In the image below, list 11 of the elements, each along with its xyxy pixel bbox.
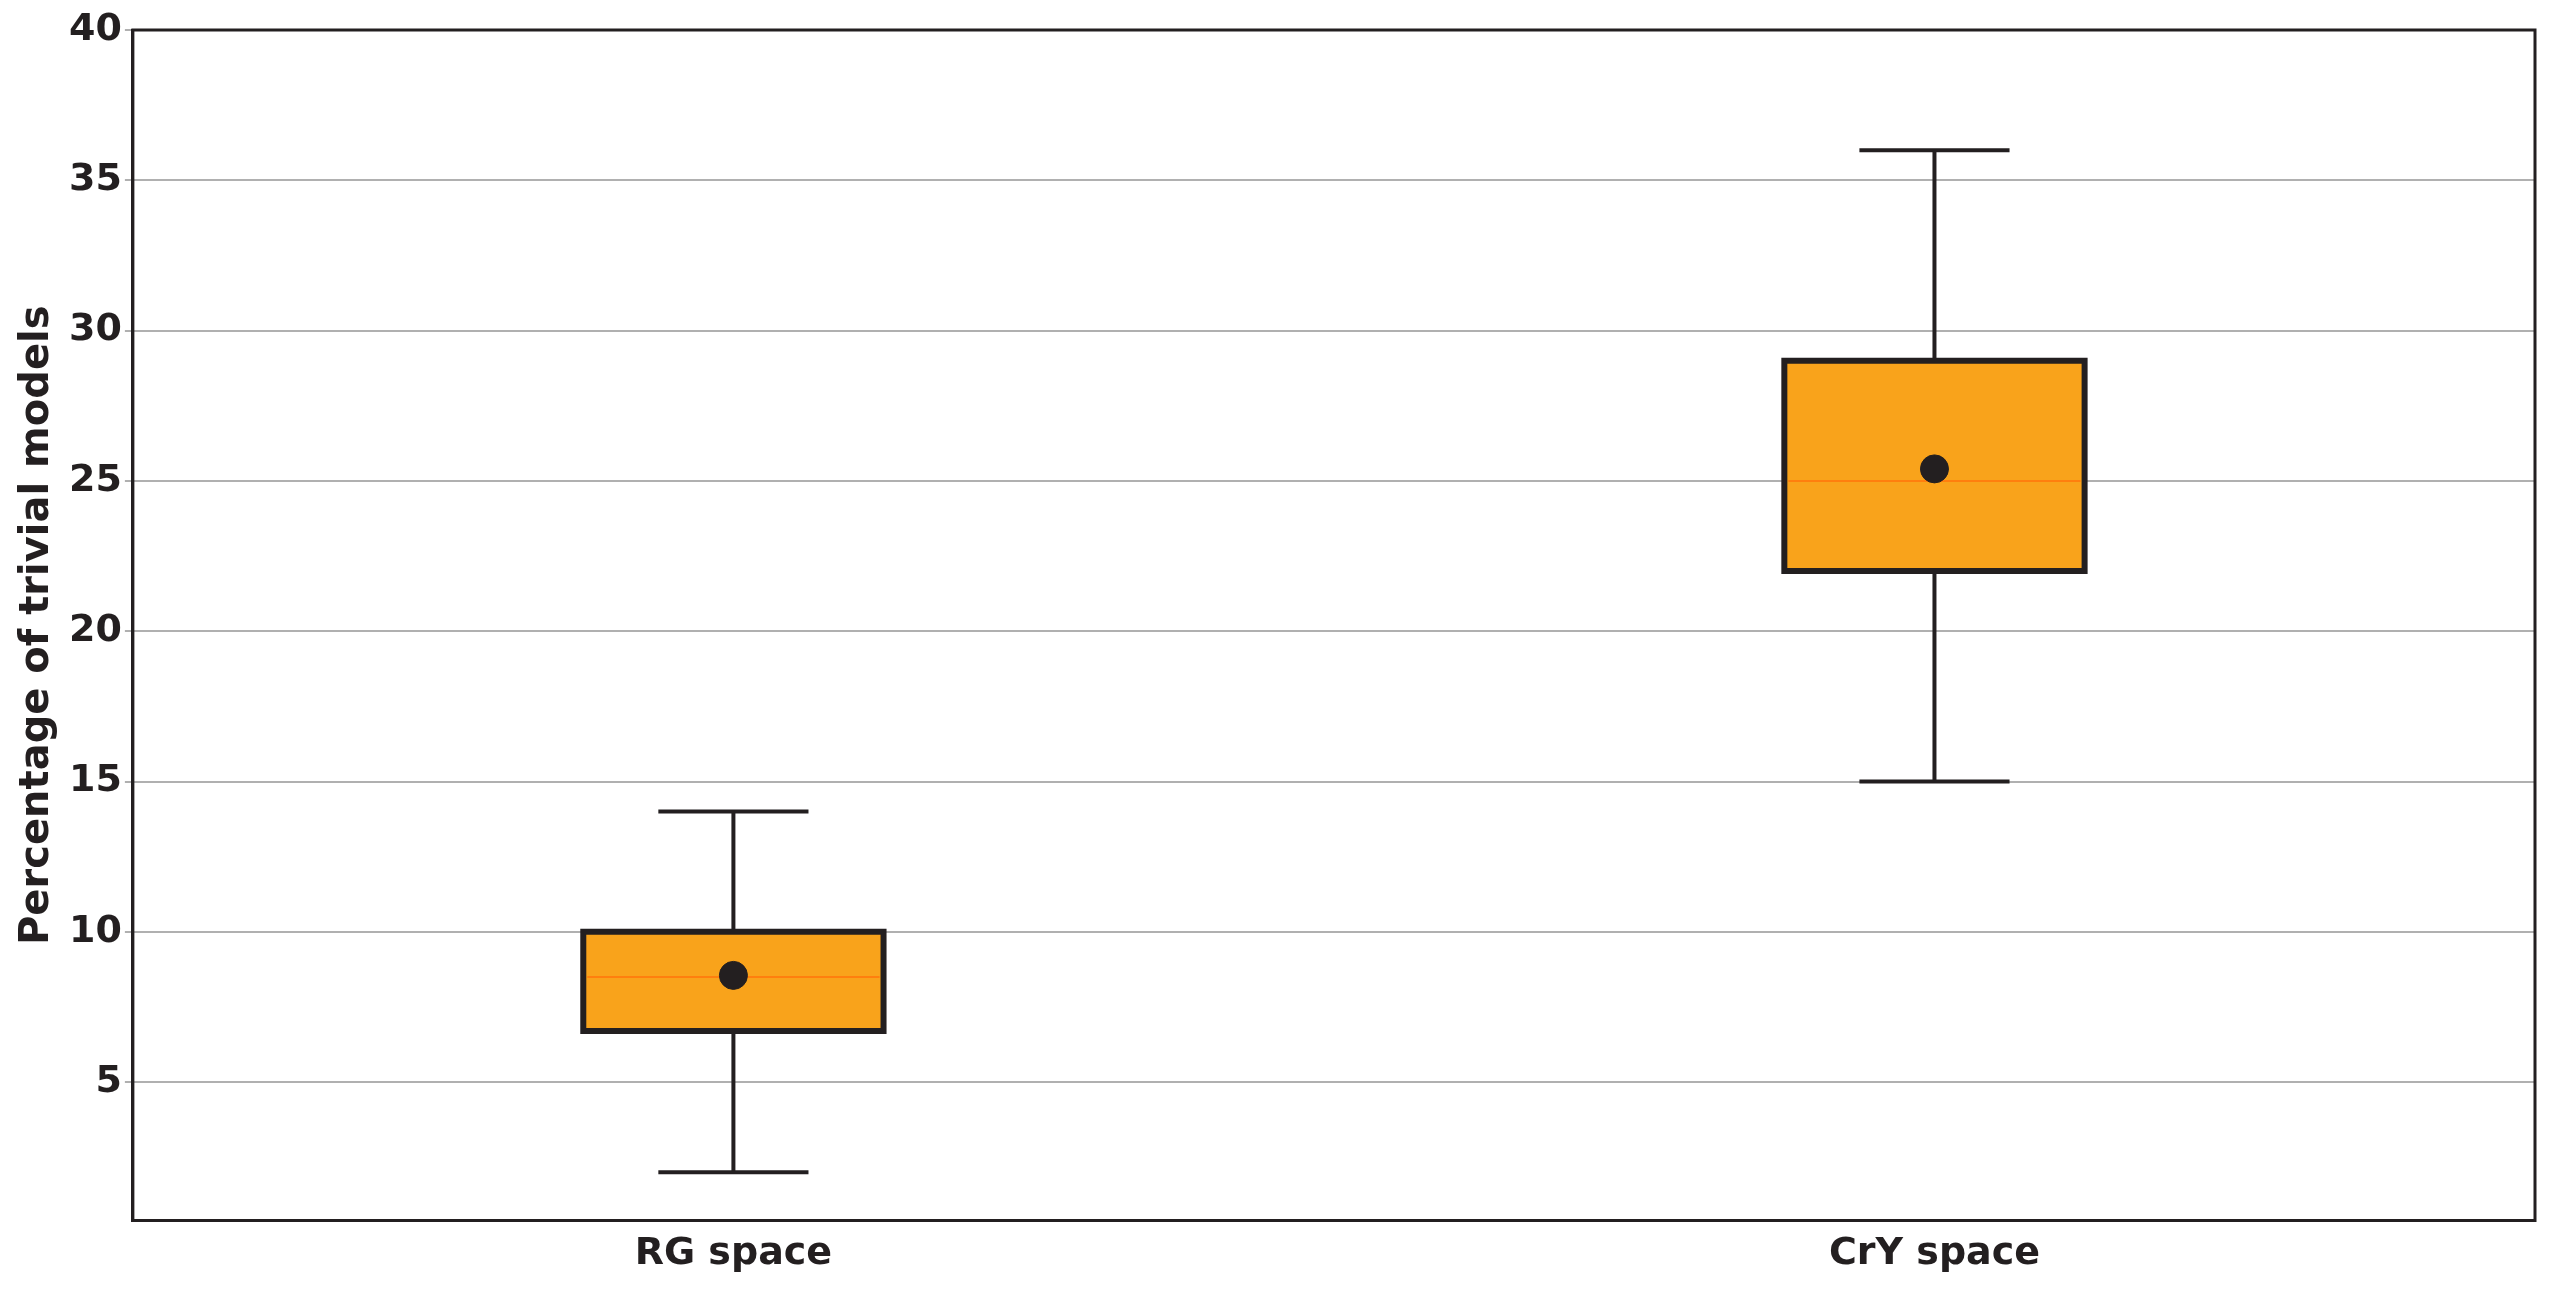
y-tick-label: 30 — [68, 305, 122, 350]
y-tick-label: 40 — [68, 4, 122, 49]
y-tick-label: 25 — [68, 455, 122, 500]
y-tick-label: 10 — [68, 906, 122, 951]
y-axis-title: Percentage of trivial models — [11, 305, 58, 945]
x-tick-label: CrY space — [1828, 1229, 2041, 1274]
y-tick-label: 5 — [95, 1057, 122, 1101]
y-tick-label: 15 — [68, 756, 122, 801]
y-tick-label: 35 — [68, 155, 122, 200]
x-tick-label: RG space — [634, 1229, 833, 1274]
y-tick-label: 20 — [68, 606, 122, 651]
